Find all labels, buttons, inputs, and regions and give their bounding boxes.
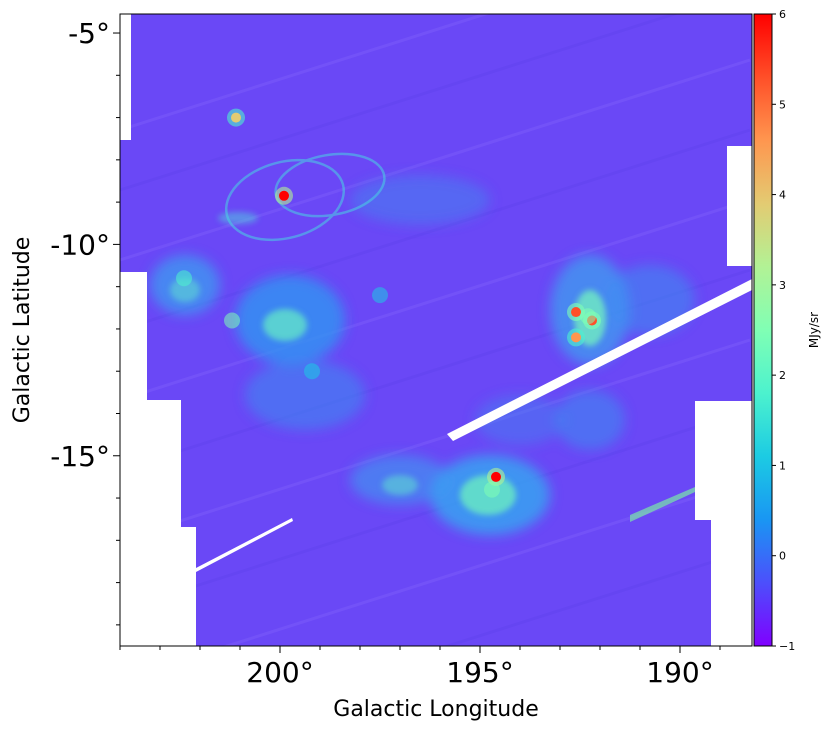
emission-knot (580, 308, 596, 325)
colorbar-tick-label: −1 (779, 640, 795, 653)
x-tick-label: 195° (446, 656, 513, 689)
filament (170, 278, 200, 302)
masked-stripe (196, 518, 293, 572)
colorbar-tick-label: 4 (779, 189, 786, 202)
plot-area: 200° 195° 190° -5° -10° -15° Galactic Longit… (10, 13, 753, 722)
y-axis: -5° -10° -15° (50, 17, 120, 626)
masked-region (727, 146, 752, 266)
bright-source (571, 307, 581, 318)
colorbar-gradient (753, 13, 773, 647)
colorbar-tick-label: 0 (779, 550, 786, 563)
emission-cloud (245, 360, 365, 430)
plot-frame (119, 13, 753, 647)
masked-region (695, 401, 752, 646)
y-tick-label: -5° (68, 17, 110, 50)
y-tick-label: -15° (50, 440, 110, 473)
emission-knot (176, 270, 192, 287)
colorbar-tick-label: 5 (779, 98, 786, 111)
x-tick-label: 190° (646, 656, 713, 689)
colorbar-tick-label: 2 (779, 369, 786, 382)
colorbar: 6 5 4 3 2 1 0 −1 MJy/sr (753, 8, 821, 653)
masked-region (120, 272, 196, 646)
stripe-artifact (630, 487, 695, 522)
sky-map (120, 14, 752, 646)
filament (382, 475, 418, 495)
emission-knot (304, 363, 320, 380)
emission-cloud (475, 395, 565, 445)
emission-knot (224, 312, 240, 329)
emission-knot (484, 481, 500, 498)
masked-stripe (447, 279, 752, 441)
bright-source (279, 190, 289, 201)
colorbar-ticks: 6 5 4 3 2 1 0 −1 (772, 8, 795, 653)
y-tick-label: -10° (50, 228, 110, 261)
masked-region (120, 14, 131, 140)
bright-source (491, 471, 501, 482)
colorbar-tick-label: 1 (779, 459, 786, 472)
colorbar-tick-label: 3 (779, 279, 786, 292)
x-axis-title: Galactic Longitude (333, 697, 538, 722)
emission-cloud (555, 390, 625, 450)
emission-cloud (350, 175, 490, 225)
colorbar-label: MJy/sr (807, 312, 821, 348)
bright-source (571, 332, 581, 343)
emission-cloud (605, 265, 695, 335)
ring-arc (224, 158, 346, 242)
colorbar-tick-label: 6 (779, 8, 786, 21)
filament (263, 309, 307, 341)
emission-knot (372, 287, 388, 304)
sources (176, 108, 601, 498)
masked-regions (120, 14, 752, 646)
x-tick-label: 200° (246, 656, 313, 689)
bright-source (231, 112, 241, 123)
y-axis-title: Galactic Latitude (10, 237, 35, 424)
filament (218, 212, 258, 224)
x-axis: 200° 195° 190° (119, 646, 721, 689)
